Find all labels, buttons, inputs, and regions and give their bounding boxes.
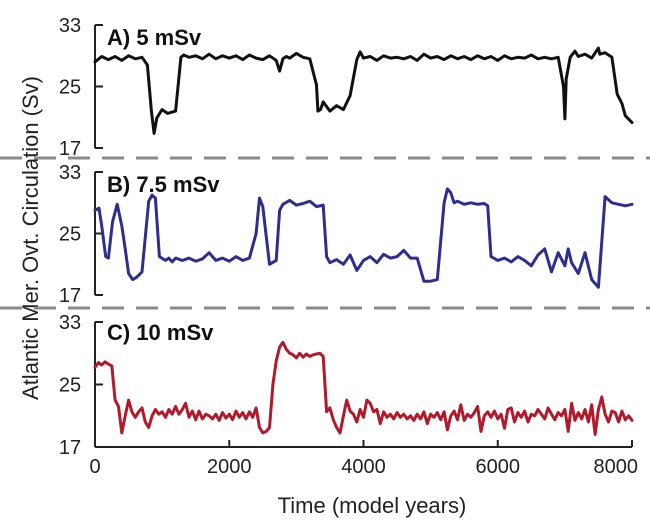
panel-label: A) 5 mSv <box>107 25 202 50</box>
y-tick-label: 25 <box>59 77 81 99</box>
panel-c: 33 25 17 C) 10 mSv <box>59 312 632 459</box>
y-tick-label: 33 <box>59 162 81 184</box>
x-tick-label: 2000 <box>207 456 252 478</box>
plot-area: 33 25 17 A) 5 mSv 33 25 17 B) 7.5 mSv 33 25 17 C) 1… <box>0 15 650 478</box>
y-tick-label: 17 <box>59 437 81 459</box>
series-line <box>95 48 632 133</box>
x-tick-label: 0 <box>89 456 100 478</box>
x-tick-label: 4000 <box>341 456 386 478</box>
y-tick-label: 17 <box>59 138 81 160</box>
series-line <box>95 189 632 287</box>
y-tick-label: 33 <box>59 312 81 334</box>
y-tick-label: 25 <box>59 375 81 397</box>
panel-a: 33 25 17 A) 5 mSv <box>59 15 632 160</box>
panel-label: B) 7.5 mSv <box>107 172 220 197</box>
panel-label: C) 10 mSv <box>107 320 214 345</box>
x-tick-label: 8000 <box>594 456 639 478</box>
series-line <box>95 342 632 434</box>
x-axis-title: Time (model years) <box>278 493 467 518</box>
y-tick-label: 17 <box>59 285 81 307</box>
panel-b: 33 25 17 B) 7.5 mSv <box>59 162 632 307</box>
y-tick-label: 25 <box>59 224 81 246</box>
x-tick-label: 6000 <box>476 456 521 478</box>
y-tick-label: 33 <box>59 15 81 37</box>
y-axis-title: Atlantic Mer. Ovt. Circulation (Sv) <box>18 76 43 400</box>
